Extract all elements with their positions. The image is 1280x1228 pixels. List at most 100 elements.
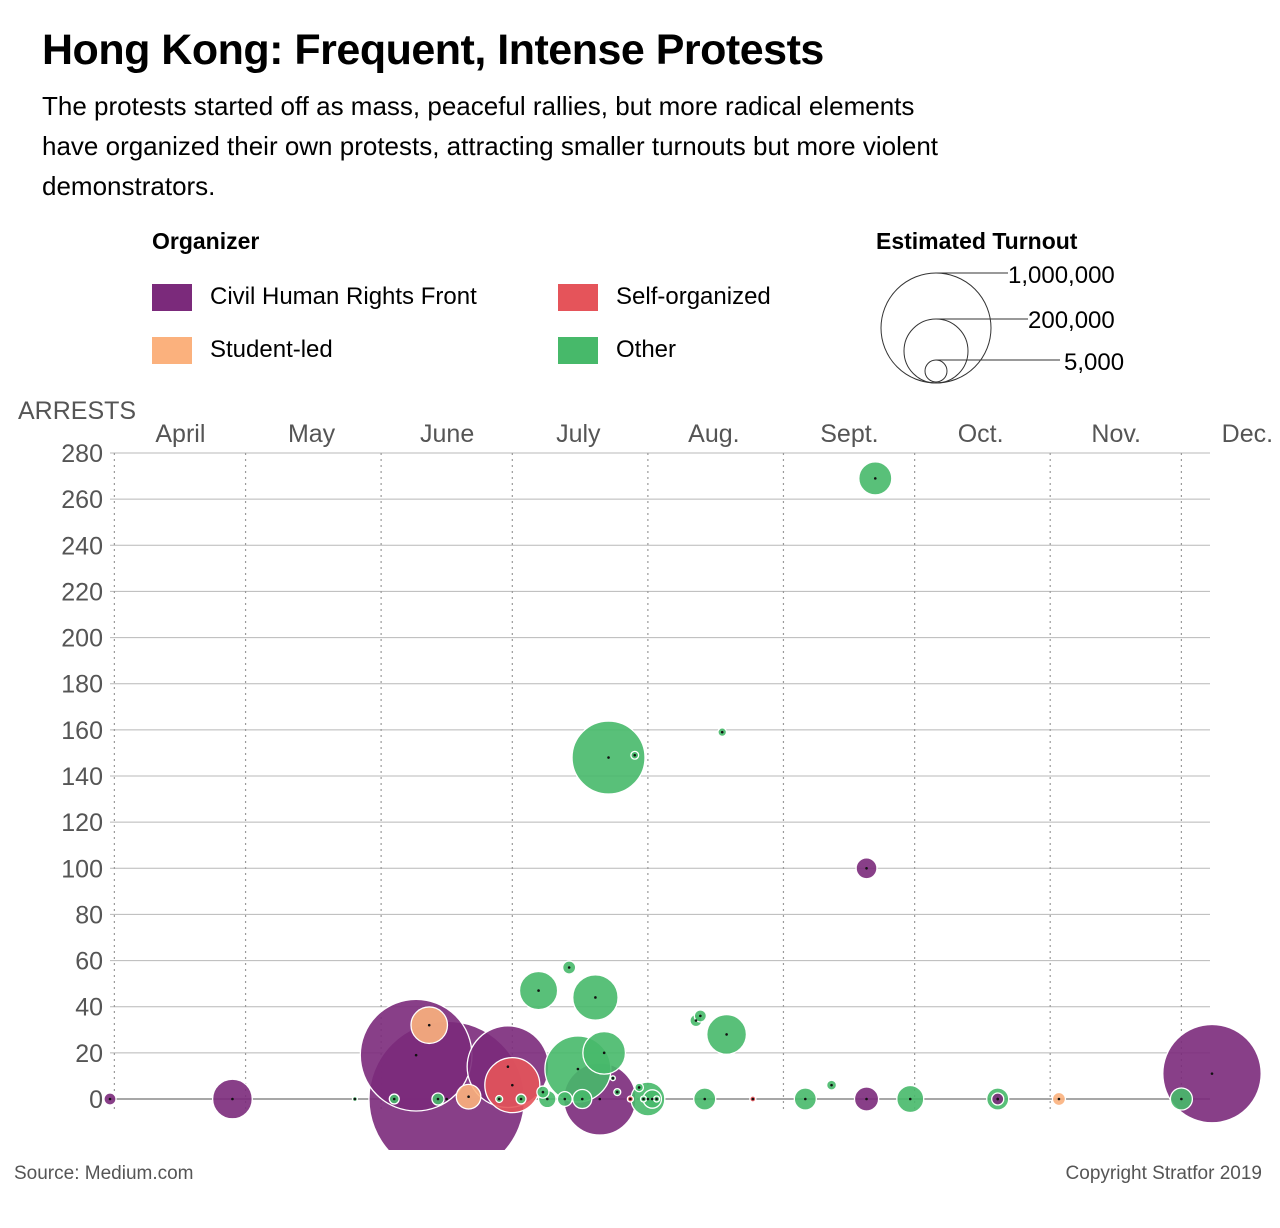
- bubble-center-dot: [865, 866, 868, 870]
- y-tick-label: 240: [61, 532, 103, 560]
- bubble-center-dot: [1180, 1097, 1183, 1101]
- bubble-center-dot: [646, 1097, 650, 1101]
- bubble-center-dot: [615, 1090, 619, 1094]
- y-tick-label: 200: [61, 625, 103, 653]
- bubble-center-dot: [541, 1090, 545, 1094]
- bubble-center-dot: [655, 1097, 658, 1101]
- bubble-center-dot: [594, 996, 597, 999]
- bubble-center-dot: [865, 1097, 868, 1101]
- month-label: Dec.: [1222, 420, 1273, 448]
- bubble-center-dot: [602, 1051, 606, 1055]
- bubble-center-dot: [637, 1086, 641, 1089]
- legend-label-chrf: Civil Human Rights Front: [210, 283, 477, 310]
- y-axis-label: ARRESTS: [18, 397, 136, 425]
- size-legend-circles: [880, 272, 1060, 384]
- legend-label-self-organized: Self-organized: [616, 283, 771, 310]
- y-tick-label: 220: [61, 578, 103, 606]
- size-legend-circle-large: [880, 272, 992, 384]
- y-tick-label: 80: [75, 901, 103, 929]
- legend-swatch-other: [558, 336, 598, 364]
- y-tick-label: 280: [61, 440, 103, 468]
- bubble-center-dot: [1210, 1072, 1214, 1075]
- legend-swatch-self-organized: [558, 283, 598, 311]
- size-legend-label-medium: 200,000: [1028, 307, 1115, 334]
- month-label: Aug.: [688, 420, 739, 448]
- bubble-center-dot: [720, 730, 724, 734]
- month-label: Oct.: [958, 420, 1004, 448]
- bubble-center-dot: [694, 1019, 698, 1022]
- bubble-chart: 0 20 40 60 80 100 120 140 160 180 200 220 240 260 280 A…: [18, 397, 1273, 1150]
- size-legend-circle-small: [924, 359, 948, 383]
- bubble-center-dot: [445, 1097, 449, 1101]
- bubble-center-dot: [725, 1033, 728, 1036]
- bubble-center-dot: [611, 1076, 615, 1080]
- legend-item-other: Other: [558, 336, 676, 364]
- bubble-center-dot: [830, 1083, 833, 1087]
- bubble-center-dot: [703, 1097, 707, 1101]
- y-tick-label: 180: [61, 671, 103, 699]
- month-label: July: [556, 420, 601, 448]
- bubble-center-dot: [699, 1014, 702, 1018]
- source-note: Source: Medium.com: [14, 1163, 194, 1184]
- y-tick-label: 140: [61, 763, 103, 791]
- y-tick-label: 60: [75, 948, 103, 976]
- bubble-layer: [103, 461, 1262, 1150]
- size-legend-label-small: 5,000: [1064, 349, 1125, 376]
- bubble-center-dot: [1057, 1097, 1061, 1101]
- month-label: April: [155, 420, 205, 448]
- bubble-center-dot: [231, 1097, 234, 1101]
- y-tick-label: 0: [89, 1086, 103, 1114]
- bubble-center-dot: [650, 1097, 654, 1101]
- y-tick-label: 160: [61, 717, 103, 745]
- bubble-center-dot: [497, 1097, 501, 1101]
- legend-swatch-chrf: [152, 283, 192, 311]
- bubble-center-dot: [629, 1097, 632, 1101]
- bubble-center-dot: [353, 1097, 357, 1101]
- bubble-center-dot: [537, 989, 540, 992]
- legend-label-student-led: Student-led: [210, 336, 333, 363]
- legend-item-student-led: Student-led: [152, 336, 333, 364]
- bubble-center-dot: [607, 756, 610, 759]
- y-tick-label: 120: [61, 809, 103, 837]
- bubble-center-dot: [751, 1097, 755, 1101]
- axis-layer: 0 20 40 60 80 100 120 140 160 180 200 220 240 260 280 A…: [61, 420, 1273, 1114]
- y-tick-label: 100: [61, 855, 103, 883]
- bubble-center-dot: [567, 966, 571, 969]
- legend-label-other: Other: [616, 336, 677, 363]
- legend-swatch-student-led: [152, 336, 192, 364]
- bubble-center-dot: [598, 1097, 602, 1101]
- month-label: June: [420, 420, 474, 448]
- size-legend-circle-medium: [903, 318, 969, 384]
- bubble-center-dot: [580, 1097, 584, 1101]
- y-tick-label: 40: [75, 994, 103, 1022]
- page-subtitle: The protests started off as mass, peacef…: [42, 91, 939, 201]
- month-label: Nov.: [1091, 420, 1141, 448]
- size-legend-title: Estimated Turnout: [876, 228, 1078, 254]
- dot-layer: [108, 477, 1214, 1101]
- copyright-note: Copyright Stratfor 2019: [1065, 1163, 1262, 1184]
- bubble-center-dot: [804, 1097, 807, 1101]
- grid-layer: [110, 452, 1210, 1111]
- bubble-center-dot: [511, 1083, 514, 1087]
- legend-title: Organizer: [152, 228, 260, 254]
- bubble-center-dot: [108, 1097, 112, 1101]
- bubble-center-dot: [392, 1097, 396, 1101]
- bubble-center-dot: [506, 1065, 510, 1068]
- bubble-center-dot: [563, 1097, 567, 1101]
- bubble-center-dot: [996, 1097, 1000, 1101]
- month-label: May: [288, 420, 336, 448]
- legend-item-self-organized: Self-organized: [558, 283, 771, 311]
- bubble-center-dot: [633, 753, 637, 757]
- page-title: Hong Kong: Frequent, Intense Protests: [42, 26, 824, 74]
- bubble-center-dot: [873, 477, 877, 480]
- bubble-center-dot: [414, 1053, 418, 1057]
- legend-item-chrf: Civil Human Rights Front: [152, 283, 477, 311]
- bubble-center-dot: [519, 1097, 523, 1101]
- bubble-center-dot: [908, 1097, 912, 1101]
- size-legend-label-large: 1,000,000: [1008, 262, 1115, 289]
- bubble-center-dot: [576, 1067, 580, 1071]
- y-tick-label: 260: [61, 486, 103, 514]
- bubble-center-dot: [642, 1097, 645, 1101]
- bubble-center-dot: [427, 1023, 431, 1027]
- y-tick-label: 20: [75, 1040, 103, 1068]
